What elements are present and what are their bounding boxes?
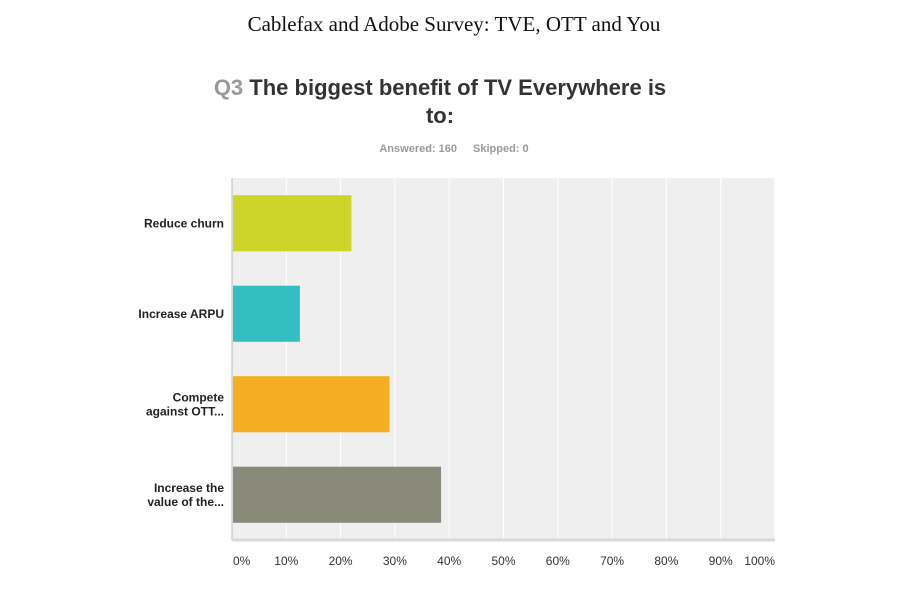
skipped-count: Skipped: 0 [473, 143, 529, 155]
category-label-line: Compete [173, 390, 225, 404]
x-tick-label: 80% [654, 554, 678, 568]
x-tick-label: 40% [437, 554, 461, 568]
category-label: Compete against OTT... [146, 390, 224, 418]
question-number: Q3 [213, 75, 244, 100]
x-tick-label: 70% [600, 554, 624, 568]
category-label-line: Increase ARPU [138, 307, 224, 321]
document-title: Cablefax and Adobe Survey: TVE, OTT and … [247, 12, 661, 36]
bar [233, 195, 352, 252]
response-stats: Answered: 160 Skipped: 0 [0, 143, 908, 155]
bar [233, 376, 390, 433]
x-tick-label: 10% [274, 554, 298, 568]
answered-count: Answered: 160 [379, 143, 458, 155]
x-tick-label: 60% [546, 554, 570, 568]
x-tick-label: 0% [233, 554, 251, 568]
x-tick-label: 90% [709, 554, 733, 568]
x-tick-label: 30% [383, 554, 407, 568]
category-label-line: Increase the [154, 481, 224, 495]
category-label: Increase ARPU [138, 307, 224, 321]
category-label: Reduce churn [144, 216, 224, 230]
category-label-line: value of the... [147, 495, 224, 509]
bar [233, 466, 442, 523]
bar [233, 285, 300, 342]
category-label-line: against OTT... [146, 404, 224, 418]
category-label-line: Reduce churn [144, 216, 224, 230]
x-tick-label: 100% [744, 554, 775, 568]
category-label: Increase the value of the... [147, 481, 224, 509]
x-tick-label: 50% [491, 554, 515, 568]
question-title: Q3 The biggest benefit of TV Everywhere … [200, 74, 680, 130]
question-text: The biggest benefit of TV Everywhere is … [249, 75, 667, 128]
x-tick-label: 20% [329, 554, 353, 568]
